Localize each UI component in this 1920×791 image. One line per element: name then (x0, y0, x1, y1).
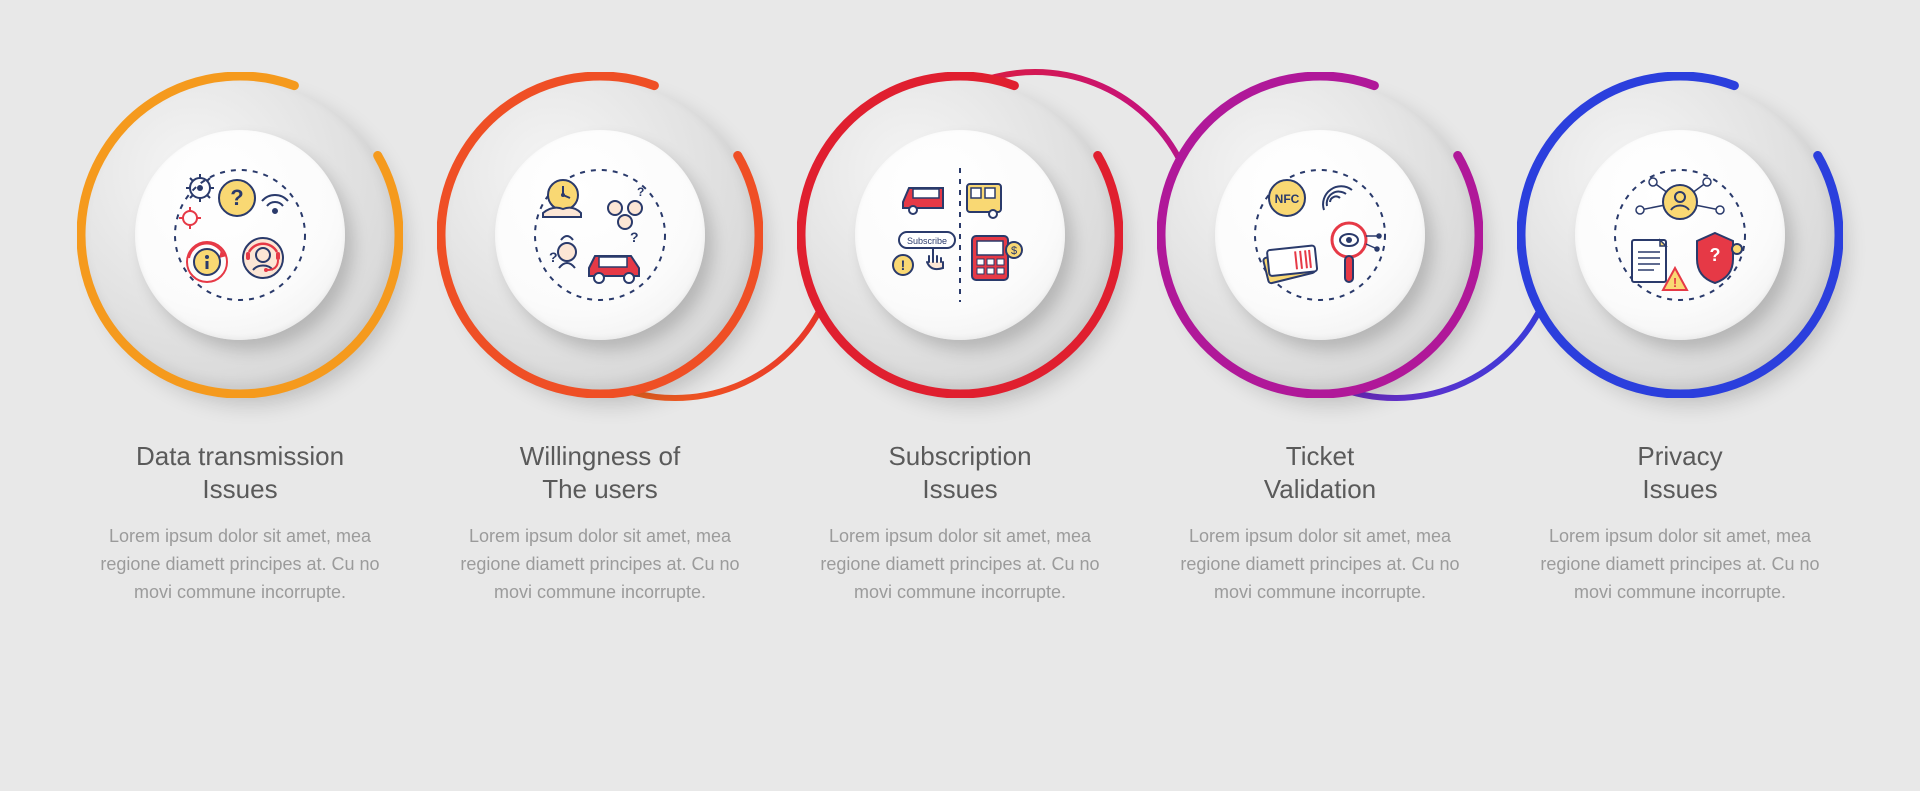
inner-disc (855, 130, 1065, 340)
circles-row (0, 80, 1920, 420)
step-node-3 (1165, 80, 1475, 390)
step-node-0 (85, 80, 395, 390)
data-transmission-icon (165, 160, 315, 310)
inner-disc (1575, 130, 1785, 340)
step-title: Privacy Issues (1525, 440, 1835, 505)
step-body: Lorem ipsum dolor sit amet, mea regione … (1175, 523, 1465, 607)
inner-disc (1215, 130, 1425, 340)
step-title: Data transmission Issues (85, 440, 395, 505)
text-row: Data transmission Issues Lorem ipsum dol… (0, 440, 1920, 607)
step-node-2 (805, 80, 1115, 390)
step-node-1 (445, 80, 755, 390)
step-body: Lorem ipsum dolor sit amet, mea regione … (95, 523, 385, 607)
ticket-icon (1245, 160, 1395, 310)
step-text-2: Subscription Issues Lorem ipsum dolor si… (805, 440, 1115, 607)
step-text-4: Privacy Issues Lorem ipsum dolor sit ame… (1525, 440, 1835, 607)
step-body: Lorem ipsum dolor sit amet, mea regione … (1535, 523, 1825, 607)
step-title: Ticket Validation (1165, 440, 1475, 505)
step-text-1: Willingness of The users Lorem ipsum dol… (445, 440, 755, 607)
willingness-icon (525, 160, 675, 310)
step-title: Subscription Issues (805, 440, 1115, 505)
step-text-0: Data transmission Issues Lorem ipsum dol… (85, 440, 395, 607)
privacy-icon (1605, 160, 1755, 310)
step-title: Willingness of The users (445, 440, 755, 505)
step-text-3: Ticket Validation Lorem ipsum dolor sit … (1165, 440, 1475, 607)
step-node-4 (1525, 80, 1835, 390)
inner-disc (135, 130, 345, 340)
subscription-icon (885, 160, 1035, 310)
step-body: Lorem ipsum dolor sit amet, mea regione … (815, 523, 1105, 607)
infographic-stage: Data transmission Issues Lorem ipsum dol… (0, 0, 1920, 791)
inner-disc (495, 130, 705, 340)
step-body: Lorem ipsum dolor sit amet, mea regione … (455, 523, 745, 607)
